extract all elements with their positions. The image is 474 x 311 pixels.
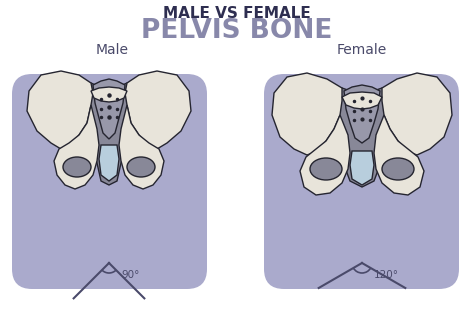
Text: Male: Male (95, 43, 128, 57)
Polygon shape (119, 105, 164, 189)
Text: 90°: 90° (121, 270, 139, 280)
Polygon shape (125, 71, 191, 149)
Text: 120°: 120° (374, 270, 399, 280)
Text: MALE VS FEMALE: MALE VS FEMALE (163, 6, 311, 21)
Polygon shape (93, 79, 125, 139)
Polygon shape (57, 81, 161, 185)
Polygon shape (382, 73, 452, 155)
Text: PELVIS BONE: PELVIS BONE (141, 18, 333, 44)
Ellipse shape (382, 158, 414, 180)
Polygon shape (344, 85, 380, 143)
Polygon shape (27, 71, 93, 149)
Polygon shape (302, 85, 422, 187)
Polygon shape (374, 115, 424, 195)
Polygon shape (272, 73, 342, 155)
FancyBboxPatch shape (264, 74, 459, 289)
Ellipse shape (63, 157, 91, 177)
Polygon shape (91, 87, 127, 102)
FancyBboxPatch shape (12, 74, 207, 289)
Text: Female: Female (337, 43, 387, 57)
Polygon shape (54, 105, 99, 189)
Polygon shape (342, 92, 382, 109)
Polygon shape (300, 115, 350, 195)
Ellipse shape (310, 158, 342, 180)
Polygon shape (350, 151, 374, 185)
Polygon shape (99, 145, 119, 181)
Ellipse shape (127, 157, 155, 177)
